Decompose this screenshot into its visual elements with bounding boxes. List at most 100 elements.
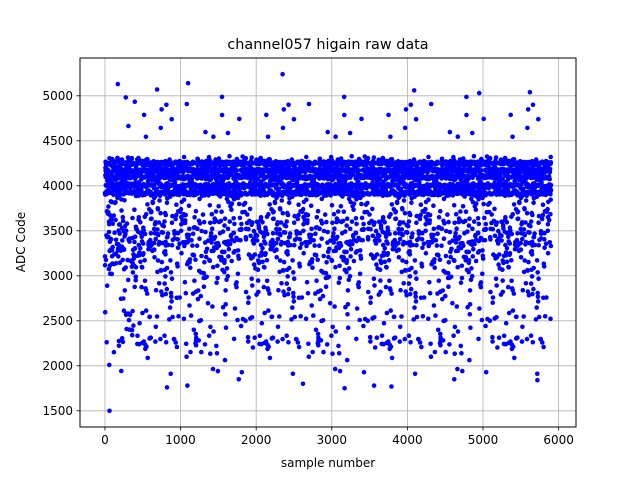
- data-point: [132, 207, 137, 212]
- data-point: [116, 338, 122, 344]
- data-point: [427, 218, 433, 223]
- data-point: [382, 245, 388, 251]
- data-point: [163, 252, 168, 257]
- data-point: [431, 226, 437, 232]
- data-point: [195, 296, 201, 302]
- data-point: [368, 300, 373, 306]
- data-point: [107, 221, 112, 227]
- data-point: [152, 254, 157, 260]
- data-point: [227, 153, 232, 159]
- data-point: [155, 232, 161, 238]
- data-point: [138, 245, 143, 251]
- data-point: [223, 302, 228, 307]
- data-point: [320, 293, 326, 299]
- data-point: [337, 368, 343, 374]
- data-point: [455, 366, 460, 372]
- data-point: [110, 221, 116, 226]
- data-point: [344, 216, 350, 221]
- data-point: [295, 340, 301, 345]
- data-point: [149, 216, 154, 221]
- data-point: [304, 154, 309, 160]
- data-point: [148, 238, 153, 244]
- data-point: [187, 226, 192, 232]
- data-point: [213, 209, 219, 214]
- data-point: [255, 267, 261, 273]
- data-point: [327, 300, 333, 306]
- data-point: [162, 333, 167, 339]
- data-point: [203, 254, 209, 260]
- data-point: [287, 231, 293, 236]
- data-point: [402, 336, 408, 342]
- data-point: [110, 244, 115, 250]
- data-point: [224, 277, 229, 283]
- data-point: [478, 280, 484, 285]
- data-point: [446, 219, 451, 225]
- data-point: [174, 344, 180, 350]
- data-point: [222, 257, 227, 263]
- data-point: [361, 226, 367, 232]
- data-point: [413, 294, 419, 300]
- data-point: [254, 233, 260, 239]
- data-point: [193, 331, 199, 337]
- data-point: [208, 351, 213, 357]
- data-point: [168, 258, 173, 263]
- data-point: [263, 241, 268, 246]
- data-point: [222, 269, 227, 275]
- data-point: [168, 270, 174, 275]
- data-point: [461, 243, 466, 248]
- data-point: [361, 221, 366, 227]
- data-point: [365, 237, 371, 242]
- data-point: [337, 275, 343, 281]
- data-point: [255, 278, 261, 283]
- data-point: [403, 268, 408, 273]
- data-point: [417, 216, 423, 222]
- data-point: [367, 212, 372, 217]
- data-point: [144, 344, 149, 350]
- data-point: [183, 218, 188, 223]
- data-point: [349, 219, 355, 224]
- data-point: [173, 340, 178, 345]
- data-point: [172, 231, 177, 236]
- data-point: [314, 278, 319, 284]
- data-point: [132, 99, 138, 104]
- data-point: [295, 216, 301, 222]
- data-point: [432, 265, 438, 271]
- data-point: [199, 349, 204, 355]
- data-point: [197, 221, 203, 226]
- data-point: [219, 254, 224, 260]
- data-point: [187, 257, 193, 262]
- data-point: [279, 281, 284, 286]
- data-point: [113, 200, 118, 205]
- data-point: [344, 223, 350, 228]
- data-point: [231, 336, 237, 342]
- data-point: [286, 340, 291, 345]
- data-point: [277, 227, 282, 232]
- data-point: [272, 200, 278, 206]
- data-point: [406, 333, 412, 339]
- data-point: [143, 134, 149, 140]
- data-point: [194, 243, 200, 248]
- data-point: [102, 309, 108, 315]
- data-point: [183, 290, 189, 296]
- data-point: [292, 314, 298, 320]
- data-point: [408, 286, 414, 292]
- data-point: [214, 343, 219, 349]
- data-point: [431, 232, 436, 238]
- data-point: [413, 299, 419, 304]
- data-point: [382, 220, 388, 225]
- data-point: [129, 332, 135, 338]
- data-point: [197, 196, 202, 202]
- data-point: [215, 368, 221, 374]
- data-point: [199, 228, 204, 234]
- data-point: [412, 371, 418, 377]
- data-point: [388, 344, 394, 350]
- data-point: [313, 327, 319, 333]
- data-point: [442, 221, 447, 226]
- data-point: [458, 280, 464, 286]
- data-point: [153, 339, 158, 344]
- data-point: [245, 212, 250, 217]
- data-point: [382, 259, 388, 265]
- data-point: [452, 220, 457, 226]
- data-point: [304, 197, 309, 202]
